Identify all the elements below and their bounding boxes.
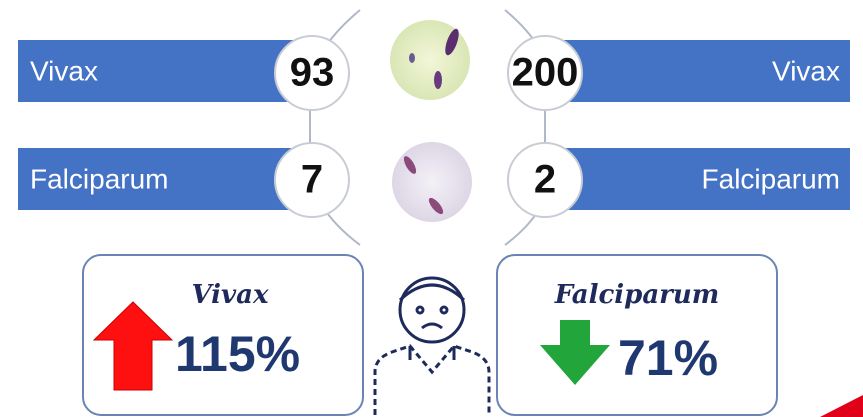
cell bbox=[434, 71, 442, 89]
box-title: Falciparum bbox=[554, 280, 720, 310]
bar-label: Falciparum bbox=[702, 163, 840, 194]
microscope-image bbox=[392, 142, 472, 222]
infographic: Vivax Falciparum Vivax Falciparum 93 7 2… bbox=[0, 0, 863, 417]
bar-label: Falciparum bbox=[30, 163, 168, 194]
bar-label: Vivax bbox=[772, 55, 840, 86]
box-value: 115% bbox=[175, 326, 300, 382]
person-icon bbox=[375, 278, 489, 415]
box-title: Vivax bbox=[191, 280, 269, 310]
bar-label: Vivax bbox=[30, 55, 98, 86]
count: 2 bbox=[534, 158, 556, 202]
count: 7 bbox=[301, 158, 323, 202]
count: 93 bbox=[290, 51, 335, 95]
cell bbox=[409, 53, 415, 63]
count: 200 bbox=[512, 51, 579, 95]
corner-decoration bbox=[820, 395, 863, 417]
box-value: 71% bbox=[618, 330, 718, 386]
